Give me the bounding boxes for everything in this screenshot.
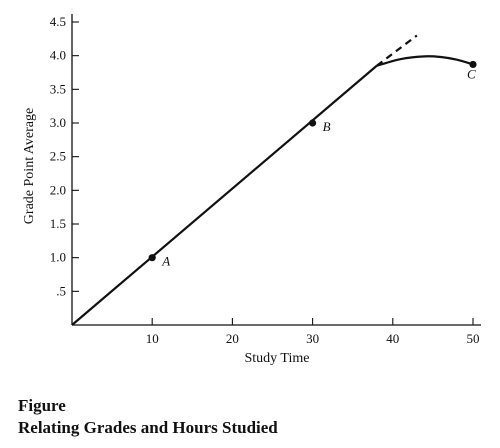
x-tick-label: 30 <box>306 331 319 346</box>
data-points: A B C <box>148 60 477 269</box>
axes: .5 1.0 1.5 2.0 2.5 3.0 3.5 4.0 4.5 10 20 30 40 50 <box>50 14 481 346</box>
figure-label: Figure <box>18 396 66 415</box>
series-line-1 <box>71 64 378 326</box>
y-tick-label: .5 <box>56 283 66 298</box>
point-b-marker <box>309 119 317 127</box>
point-c-label: C <box>467 66 476 81</box>
y-tick-label: 4.0 <box>50 48 66 63</box>
y-tick-label: 1.5 <box>50 216 66 231</box>
x-tick-label: 50 <box>467 331 480 346</box>
point-a-label: A <box>161 254 170 269</box>
y-tick-label: 3.0 <box>50 115 66 130</box>
y-tick-label: 4.5 <box>50 14 66 29</box>
figure-title: Relating Grades and Hours Studied <box>18 418 278 437</box>
x-axis-title: Study Time <box>245 351 310 366</box>
y-tick-label: 2.0 <box>50 182 66 197</box>
x-tick-label: 40 <box>386 331 399 346</box>
series-lines <box>71 34 474 326</box>
point-c-marker <box>469 60 477 69</box>
y-tick-label: 1.0 <box>50 250 66 265</box>
series-line-3 <box>376 55 474 67</box>
point-b-label: B <box>323 119 331 134</box>
x-tick-label: 10 <box>146 331 159 346</box>
series-line-2 <box>376 34 418 67</box>
x-tick-label: 20 <box>226 331 239 346</box>
y-tick-label: 2.5 <box>50 149 66 164</box>
point-a-marker <box>148 254 156 262</box>
y-axis-title: Grade Point Average <box>22 108 37 224</box>
y-tick-label: 3.5 <box>50 81 66 96</box>
